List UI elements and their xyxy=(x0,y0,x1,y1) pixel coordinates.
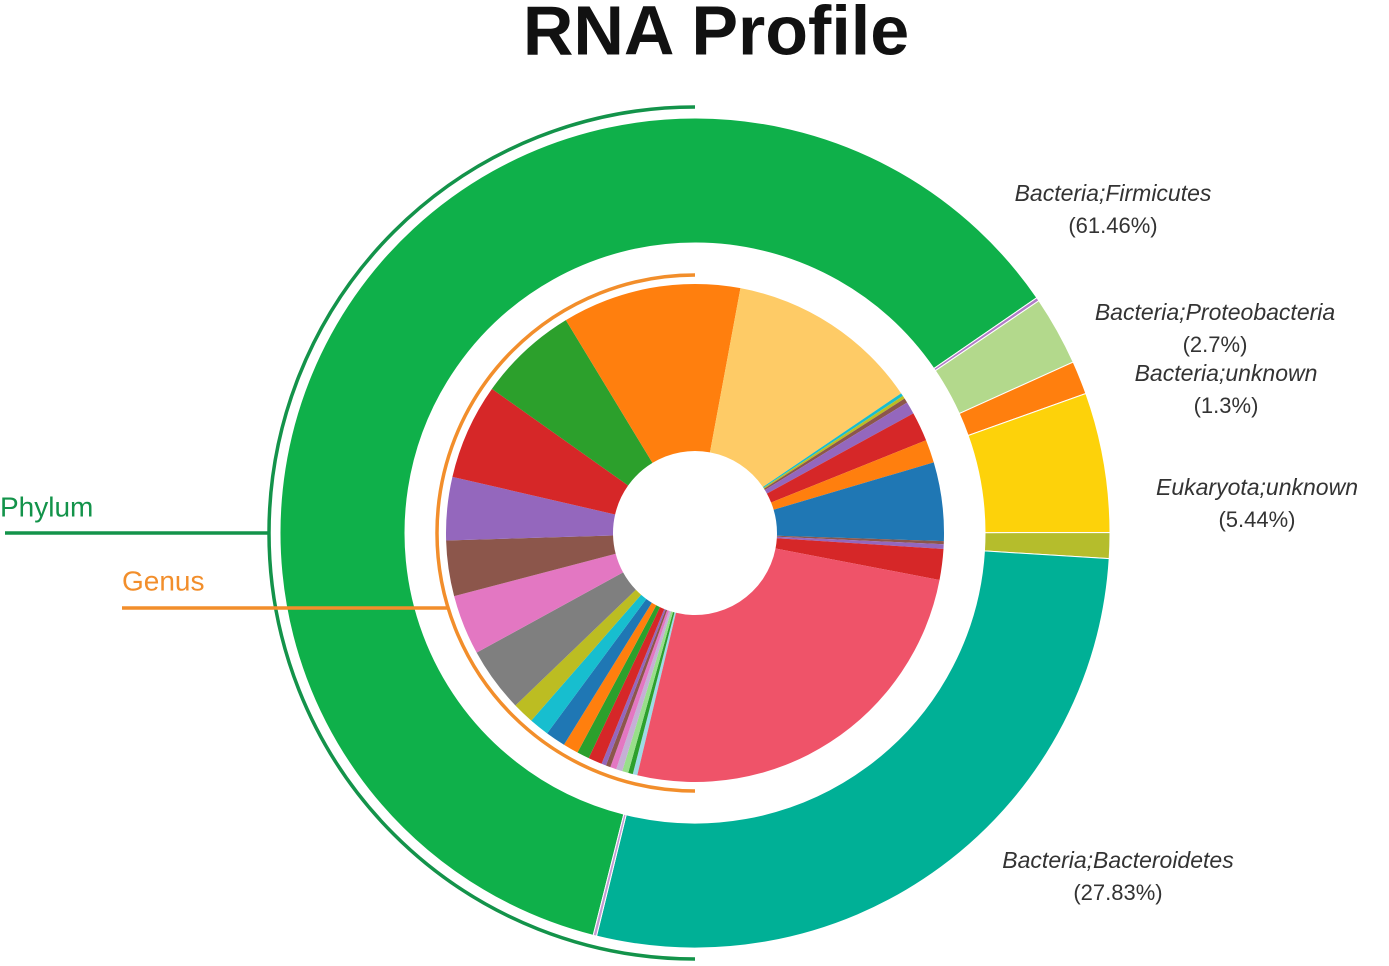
slice xyxy=(601,609,666,766)
chart-title: RNA Profile xyxy=(523,0,909,69)
slice xyxy=(776,536,944,549)
slice xyxy=(446,535,616,597)
slice xyxy=(766,413,927,503)
slice xyxy=(515,589,642,721)
slice xyxy=(563,602,657,753)
slice xyxy=(491,320,653,486)
slice xyxy=(776,535,944,545)
slice xyxy=(709,288,902,488)
slice xyxy=(279,117,1038,936)
slice xyxy=(565,284,741,463)
slice-value-label: (5.44%) xyxy=(1218,507,1295,532)
slice xyxy=(605,609,668,768)
slice xyxy=(595,550,1110,949)
slice-value-label: (27.83%) xyxy=(1073,880,1162,905)
slice xyxy=(632,612,676,776)
slice xyxy=(763,395,905,489)
slice xyxy=(592,813,627,937)
ring-name: Genus xyxy=(122,565,205,596)
ring-name: Phylum xyxy=(0,491,93,522)
slice xyxy=(610,610,670,770)
slice xyxy=(775,538,944,580)
slice-label: Eukaryota;unknown xyxy=(1156,474,1358,500)
slice-value-label: (1.3%) xyxy=(1194,393,1259,418)
slice xyxy=(577,605,660,759)
slice xyxy=(764,402,914,494)
slice xyxy=(762,393,903,488)
slice xyxy=(616,610,672,772)
slice xyxy=(547,598,652,745)
slice xyxy=(771,440,934,510)
slice-label: Bacteria;Proteobacteria xyxy=(1095,299,1335,325)
slice xyxy=(452,388,629,515)
slice xyxy=(622,611,674,773)
slice xyxy=(628,611,675,775)
slice-label: Bacteria;Bacteroidetes xyxy=(1002,847,1234,873)
slice-label: Bacteria;Firmicutes xyxy=(1015,180,1212,206)
slice xyxy=(476,572,636,706)
slice xyxy=(588,607,665,764)
slice-value-label: (2.7%) xyxy=(1183,332,1248,357)
slice xyxy=(454,553,624,653)
slice xyxy=(637,548,940,782)
slice-label: Bacteria;unknown xyxy=(1135,360,1318,386)
slice xyxy=(773,462,944,542)
slice xyxy=(764,398,908,491)
ring-bracket xyxy=(435,273,696,793)
slice xyxy=(445,476,616,541)
slice xyxy=(531,594,647,734)
slice-value-label: (61.46%) xyxy=(1068,213,1157,238)
